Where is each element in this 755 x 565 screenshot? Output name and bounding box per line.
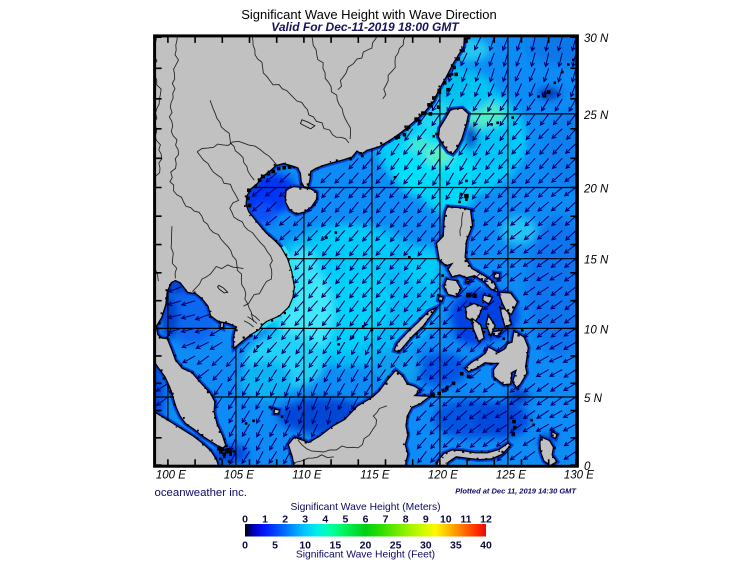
svg-text:40: 40 (480, 539, 492, 551)
svg-text:0: 0 (242, 513, 248, 525)
svg-text:25: 25 (390, 539, 402, 551)
svg-text:110 E: 110 E (292, 470, 322, 482)
svg-text:105 E: 105 E (224, 470, 254, 482)
svg-text:Significant Wave Height (Meter: Significant Wave Height (Meters) (290, 502, 440, 513)
svg-text:7: 7 (383, 513, 389, 525)
svg-text:30 N: 30 N (584, 33, 609, 45)
svg-text:Significant Wave Height (Feet): Significant Wave Height (Feet) (296, 550, 435, 561)
svg-text:120 E: 120 E (428, 470, 458, 482)
svg-text:Significant Wave Height with W: Significant Wave Height with Wave Direct… (241, 7, 497, 22)
svg-text:130 E: 130 E (564, 470, 594, 482)
svg-text:12: 12 (480, 513, 492, 525)
svg-text:0: 0 (242, 539, 248, 551)
svg-text:25 N: 25 N (583, 110, 609, 122)
svg-text:10 N: 10 N (584, 324, 609, 336)
svg-text:35: 35 (450, 539, 462, 551)
svg-text:5: 5 (342, 513, 348, 525)
svg-text:115 E: 115 E (360, 470, 390, 482)
svg-text:5 N: 5 N (584, 393, 603, 405)
svg-text:125 E: 125 E (496, 470, 526, 482)
svg-text:5: 5 (272, 539, 278, 551)
svg-text:oceanweather inc.: oceanweather inc. (155, 487, 247, 499)
svg-text:10: 10 (299, 539, 311, 551)
svg-text:8: 8 (403, 513, 409, 525)
svg-text:30: 30 (420, 539, 432, 551)
svg-text:Plotted at Dec 11, 2019 14:30: Plotted at Dec 11, 2019 14:30 GMT (455, 487, 577, 496)
svg-text:15 N: 15 N (584, 255, 609, 267)
svg-text:Valid For Dec-11-2019 18:00 GM: Valid For Dec-11-2019 18:00 GMT (271, 20, 460, 34)
svg-text:20 N: 20 N (583, 184, 609, 196)
svg-text:3: 3 (302, 513, 308, 525)
svg-text:9: 9 (423, 513, 429, 525)
svg-text:100 E: 100 E (156, 470, 186, 482)
svg-text:20: 20 (360, 539, 372, 551)
svg-text:0: 0 (584, 461, 591, 473)
svg-text:11: 11 (460, 513, 471, 525)
svg-text:2: 2 (282, 513, 288, 525)
svg-text:1: 1 (262, 513, 268, 525)
svg-text:4: 4 (322, 513, 328, 525)
svg-text:10: 10 (440, 513, 452, 525)
svg-text:6: 6 (363, 513, 369, 525)
svg-text:15: 15 (330, 539, 342, 551)
